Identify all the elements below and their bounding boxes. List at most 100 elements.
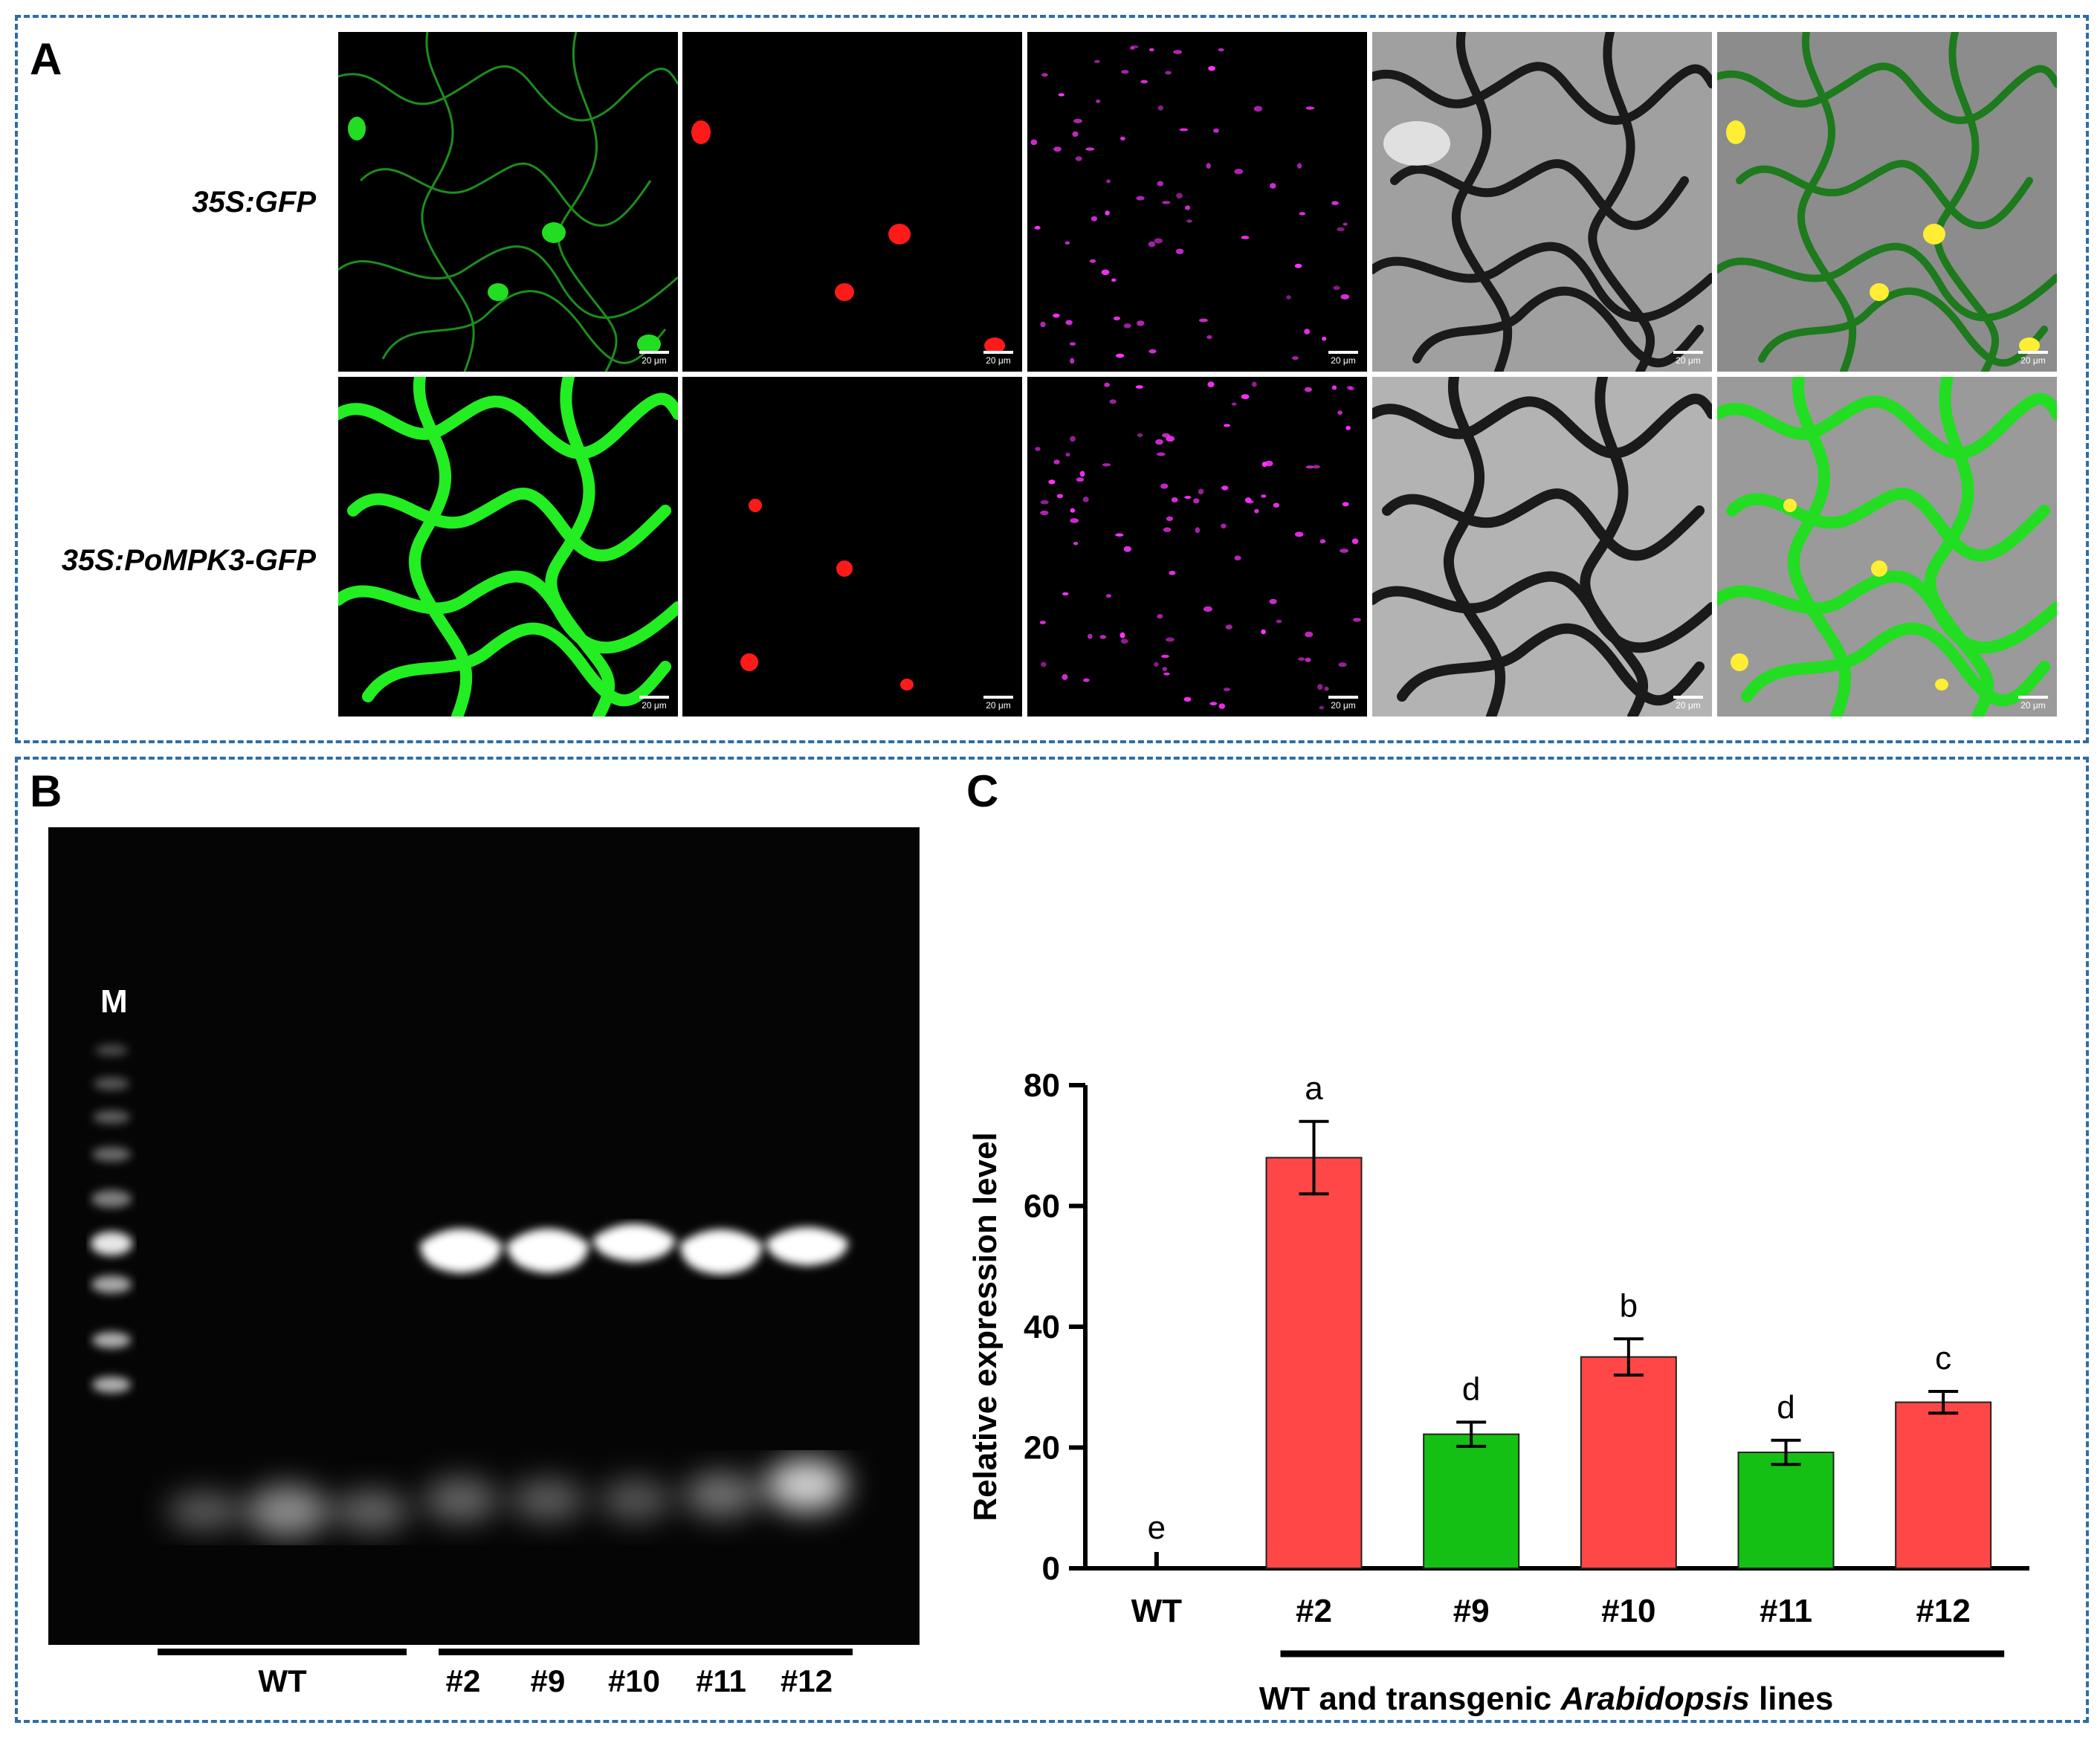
chloroplast-dot bbox=[1171, 497, 1178, 502]
chloroplast-dot bbox=[1198, 488, 1204, 495]
chloroplast-dot bbox=[1160, 483, 1169, 489]
scale-bar: 20 μm bbox=[1673, 351, 1703, 366]
lane-label-wt: WT bbox=[258, 1663, 307, 1698]
scale-bar: 20 μm bbox=[1328, 351, 1358, 366]
chloroplast-dot bbox=[1035, 447, 1041, 451]
chloroplast-dot bbox=[1154, 662, 1159, 667]
chloroplast-dot bbox=[1304, 329, 1311, 334]
chloroplast-dot bbox=[1070, 436, 1076, 442]
chloroplast-dot bbox=[1343, 222, 1348, 226]
panel-a-frame bbox=[15, 15, 2089, 743]
micrograph-brightfield-row1: 20 μm bbox=[1372, 32, 1712, 372]
brightfield-cells bbox=[1372, 377, 1712, 717]
chloroplast-dot bbox=[1160, 654, 1169, 659]
chloroplast-dot bbox=[1056, 494, 1064, 499]
chloroplast-dot bbox=[1058, 93, 1064, 97]
chloroplast-dot bbox=[1053, 459, 1060, 465]
chloroplast-dot bbox=[1324, 686, 1329, 691]
chloroplast-dot bbox=[1206, 334, 1212, 340]
chloroplast-dot bbox=[1184, 496, 1192, 499]
chloroplast-dot bbox=[1089, 259, 1096, 263]
chloroplast-dot bbox=[1106, 179, 1111, 184]
chloroplast-dot bbox=[1039, 621, 1046, 624]
chloroplast-dot bbox=[1244, 497, 1252, 503]
chloroplast-dot bbox=[1148, 48, 1154, 52]
chloroplast-dot bbox=[1286, 295, 1291, 300]
chloroplast-dot bbox=[1072, 131, 1079, 138]
wt-underline bbox=[158, 1649, 407, 1655]
brightfield-cells bbox=[1372, 32, 1712, 372]
scale-bar: 20 μm bbox=[1328, 696, 1358, 711]
chloroplast-dot bbox=[1137, 433, 1143, 438]
micrograph-red-row2: 20 μm bbox=[682, 377, 1022, 717]
scale-bar: 20 μm bbox=[1673, 696, 1703, 711]
chloroplast-dot bbox=[1253, 106, 1263, 112]
chloroplast-dot bbox=[1195, 527, 1201, 534]
chloroplast-dot bbox=[1104, 382, 1110, 387]
scale-bar: 20 μm bbox=[639, 696, 669, 711]
chloroplast-dot bbox=[1064, 241, 1070, 245]
chloroplast-dot bbox=[1331, 385, 1337, 390]
chloroplast-dot bbox=[1079, 470, 1085, 477]
x-tick-label: #12 bbox=[1916, 1593, 1970, 1629]
chloroplast-dot bbox=[1157, 181, 1163, 187]
chloroplast-dot bbox=[1109, 399, 1117, 404]
micrograph-chloroplast-row1: 20 μm bbox=[1027, 32, 1367, 372]
chloroplast-dot bbox=[1346, 386, 1353, 390]
chloroplast-dot bbox=[1273, 502, 1280, 508]
panel-a-letter: A bbox=[30, 34, 62, 84]
chloroplast-dot bbox=[1154, 238, 1163, 244]
bar bbox=[1580, 1356, 1677, 1569]
chloroplast-dot bbox=[1085, 147, 1095, 151]
chloroplast-dot bbox=[1165, 71, 1172, 75]
chloroplast-dot bbox=[1218, 703, 1226, 709]
micrograph-gfp-row2: 20 μm bbox=[338, 377, 678, 717]
chloroplast-dot bbox=[1294, 263, 1302, 268]
chloroplast-dot bbox=[1083, 678, 1090, 682]
chloroplast-dot bbox=[1241, 236, 1250, 239]
chloroplast-dot bbox=[1225, 624, 1232, 630]
bar bbox=[1265, 1157, 1363, 1569]
chloroplast-dot bbox=[1176, 193, 1183, 199]
chloroplast-dot bbox=[1313, 465, 1320, 469]
gfp-cells-bright bbox=[338, 377, 678, 717]
red-nuclei bbox=[691, 120, 1005, 354]
chloroplast-dot bbox=[1105, 210, 1110, 216]
chloroplast-dot bbox=[1254, 508, 1259, 514]
chloroplast-dot bbox=[1094, 59, 1100, 63]
chloroplast-dot bbox=[1342, 502, 1349, 507]
gel-bands bbox=[91, 1044, 848, 1537]
x-tick-label: #10 bbox=[1601, 1593, 1655, 1629]
micrograph-red-row1: 20 μm bbox=[682, 32, 1022, 372]
chloroplast-dot bbox=[1199, 318, 1208, 323]
y-tick-label: 60 bbox=[1024, 1188, 1060, 1225]
micrograph-merge-row2: 20 μm bbox=[1717, 377, 2057, 717]
y-axis-label: Relative expression level bbox=[967, 1132, 1004, 1521]
chloroplast-dot bbox=[1169, 570, 1176, 575]
chloroplast-dot bbox=[1213, 128, 1219, 133]
chloroplast-dot bbox=[1075, 156, 1082, 161]
y-tick-label: 0 bbox=[1042, 1550, 1060, 1587]
chloroplast-dot bbox=[1120, 136, 1125, 140]
chloroplast-dots bbox=[1030, 45, 1350, 364]
row-label-35s-pompk3-gfp: 35S:PoMPK3-GFP bbox=[61, 544, 316, 577]
chloroplast-dot bbox=[1221, 485, 1229, 491]
chloroplast-dot bbox=[1030, 139, 1038, 146]
chloroplast-dot bbox=[1166, 637, 1175, 642]
chloroplast-dot bbox=[1163, 672, 1170, 676]
row-label-35s-gfp: 35S:GFP bbox=[192, 186, 316, 219]
chloroplast-dot bbox=[1105, 594, 1111, 598]
transgenic-underline bbox=[439, 1649, 853, 1655]
bar bbox=[1895, 1401, 1992, 1569]
chloroplast-dot bbox=[1241, 394, 1250, 400]
chloroplast-dot bbox=[1073, 541, 1079, 546]
chloroplast-dot bbox=[1340, 549, 1348, 553]
chloroplast-dot bbox=[1148, 349, 1157, 354]
chloroplast-dot bbox=[1345, 425, 1351, 430]
significance-letter: b bbox=[1620, 1287, 1638, 1324]
chloroplast-dot bbox=[1295, 531, 1304, 537]
y-tick-label: 40 bbox=[1024, 1309, 1060, 1345]
chloroplast-dot bbox=[1299, 212, 1306, 216]
micrograph-merge-row1: 20 μm bbox=[1717, 32, 2057, 372]
chloroplast-dot bbox=[1040, 321, 1046, 328]
